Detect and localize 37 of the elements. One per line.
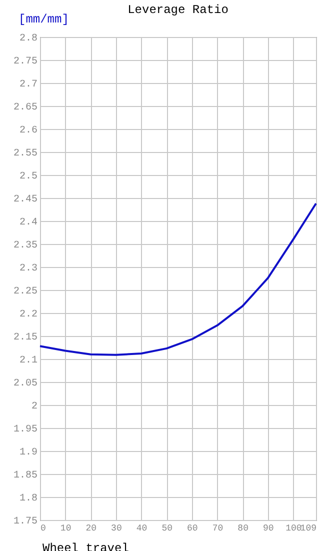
- y-tick-label: 2.3: [19, 264, 38, 274]
- y-tick-label: 2.65: [13, 102, 38, 114]
- x-tick-label: 20: [86, 524, 97, 534]
- x-tick-label: 80: [238, 524, 248, 534]
- y-tick-label: 2.1: [19, 356, 38, 366]
- y-tick-label: 2.75: [13, 56, 38, 68]
- x-tick-label: 60: [187, 524, 198, 534]
- y-tick-label: 2.05: [13, 378, 38, 390]
- y-tick-label: 2.35: [13, 240, 38, 252]
- y-tick-label: 1.75: [13, 516, 38, 528]
- y-tick-label: 2.5: [19, 172, 38, 182]
- x-tick-label: 40: [136, 524, 148, 534]
- y-tick-label: 2.2: [19, 310, 38, 320]
- y-axis-title: [mm/mm]: [18, 12, 69, 26]
- y-tick-label: 2.55: [13, 148, 38, 160]
- x-tick-label: 100: [286, 524, 302, 534]
- y-tick-label: 1.9: [19, 448, 38, 458]
- x-tick-label: 0: [40, 524, 46, 534]
- y-tick-label: 1.8: [19, 494, 38, 504]
- x-tick-label: 10: [60, 524, 72, 534]
- y-tick-label: 2.45: [13, 194, 38, 206]
- y-tick-label: 2.8: [19, 34, 38, 44]
- line-series: [39, 202, 317, 356]
- y-tick-label: 1.95: [13, 424, 38, 436]
- x-tick-label: 90: [262, 524, 274, 534]
- y-tick-label: 2.15: [13, 332, 38, 344]
- x-tick-label: 109: [300, 524, 316, 534]
- y-tick-label: 2: [31, 402, 38, 412]
- y-tick-label: 2.7: [19, 80, 38, 90]
- y-tick-label: 2.6: [19, 126, 38, 136]
- x-tick-label: 50: [162, 524, 173, 534]
- y-tick-label: 1.85: [13, 470, 38, 482]
- x-tick-label: 70: [212, 524, 224, 534]
- y-tick-label: 2.4: [19, 218, 38, 228]
- chart-title: Leverage Ratio: [128, 3, 228, 17]
- x-tick-label: 30: [111, 524, 122, 534]
- y-tick-label: 2.25: [13, 286, 38, 298]
